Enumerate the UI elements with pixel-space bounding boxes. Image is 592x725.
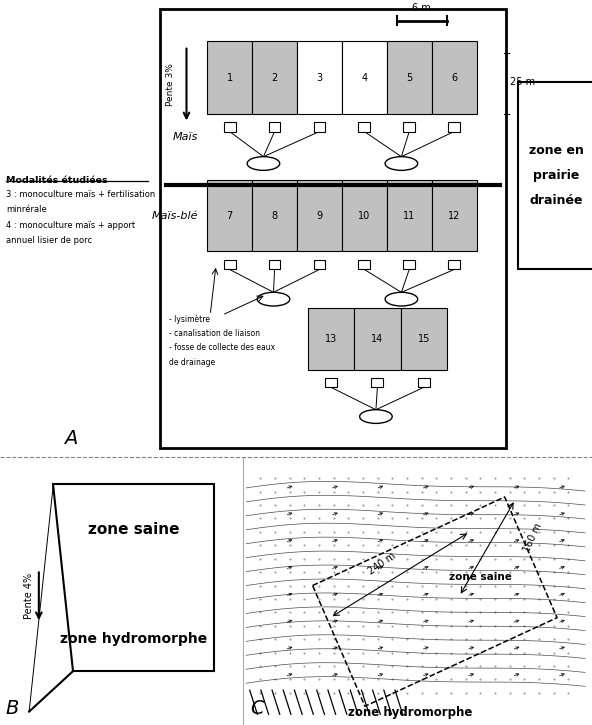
Bar <box>325 378 337 387</box>
Bar <box>207 41 252 115</box>
Bar <box>401 308 447 370</box>
Text: B: B <box>5 700 19 718</box>
Bar <box>252 41 297 115</box>
Text: 10: 10 <box>358 211 371 221</box>
Text: prairie: prairie <box>533 170 580 183</box>
Text: - lysimètre: - lysimètre <box>169 314 210 324</box>
Bar <box>342 181 387 252</box>
Ellipse shape <box>385 292 418 306</box>
Text: zone hydromorphe: zone hydromorphe <box>348 706 472 719</box>
Text: drainée: drainée <box>530 194 583 207</box>
Bar <box>432 41 477 115</box>
Text: 4 : monoculture maïs + apport: 4 : monoculture maïs + apport <box>6 220 135 230</box>
Text: 9: 9 <box>316 211 323 221</box>
Bar <box>207 181 252 252</box>
Text: 1: 1 <box>227 72 233 83</box>
Text: Maïs: Maïs <box>173 132 198 142</box>
Text: 15: 15 <box>417 334 430 344</box>
Bar <box>448 123 460 131</box>
Text: 8: 8 <box>272 211 278 221</box>
Text: 160 m: 160 m <box>522 521 544 553</box>
Ellipse shape <box>385 157 418 170</box>
Ellipse shape <box>360 410 392 423</box>
Text: 3: 3 <box>316 72 323 83</box>
Bar <box>372 378 384 387</box>
Text: 12: 12 <box>448 211 461 221</box>
Bar <box>358 123 370 131</box>
Bar <box>403 260 415 270</box>
Bar <box>224 123 236 131</box>
Text: 7: 7 <box>227 211 233 221</box>
Bar <box>387 181 432 252</box>
Text: 4: 4 <box>361 72 368 83</box>
Text: 3 : monoculture maïs + fertilisation: 3 : monoculture maïs + fertilisation <box>6 189 155 199</box>
Text: 6: 6 <box>451 72 457 83</box>
Bar <box>342 41 387 115</box>
Text: Modalités étudiées: Modalités étudiées <box>6 176 108 185</box>
Bar <box>448 260 460 270</box>
Bar <box>354 308 401 370</box>
Text: 25 m: 25 m <box>510 78 535 87</box>
Bar <box>297 181 342 252</box>
Text: Pente 4%: Pente 4% <box>24 573 34 619</box>
Bar <box>297 41 342 115</box>
Text: A: A <box>65 429 78 448</box>
Text: 240 m: 240 m <box>367 551 398 577</box>
Bar <box>418 378 430 387</box>
Bar <box>160 9 506 447</box>
Text: Maïs-blé: Maïs-blé <box>152 211 198 221</box>
Bar <box>224 260 236 270</box>
Bar <box>269 260 281 270</box>
Text: 14: 14 <box>371 334 384 344</box>
Bar <box>518 82 592 270</box>
Text: annuel lisier de porc: annuel lisier de porc <box>6 236 92 245</box>
Text: 5: 5 <box>406 72 413 83</box>
Bar <box>314 123 326 131</box>
Ellipse shape <box>258 292 290 306</box>
Text: 2: 2 <box>271 72 278 83</box>
Bar <box>269 123 281 131</box>
Bar <box>358 260 370 270</box>
Bar <box>252 181 297 252</box>
Text: zone en: zone en <box>529 144 584 157</box>
Text: 11: 11 <box>403 211 416 221</box>
Text: de drainage: de drainage <box>169 358 215 367</box>
Text: zone saine: zone saine <box>88 522 179 536</box>
Text: zone hydromorphe: zone hydromorphe <box>60 632 207 646</box>
Bar <box>432 181 477 252</box>
Text: Pente 3%: Pente 3% <box>166 63 175 106</box>
Text: zone saine: zone saine <box>449 573 511 582</box>
Text: 13: 13 <box>325 334 337 344</box>
Text: - canalisation de liaison: - canalisation de liaison <box>169 329 260 338</box>
Bar <box>387 41 432 115</box>
Ellipse shape <box>247 157 280 170</box>
Text: minrérale: minrérale <box>6 205 47 214</box>
Text: C: C <box>250 700 263 718</box>
Text: 6 m: 6 m <box>412 3 431 13</box>
Polygon shape <box>53 484 214 671</box>
Bar <box>308 308 354 370</box>
Text: - fosse de collecte des eaux: - fosse de collecte des eaux <box>169 344 275 352</box>
Bar <box>403 123 415 131</box>
Bar <box>314 260 326 270</box>
